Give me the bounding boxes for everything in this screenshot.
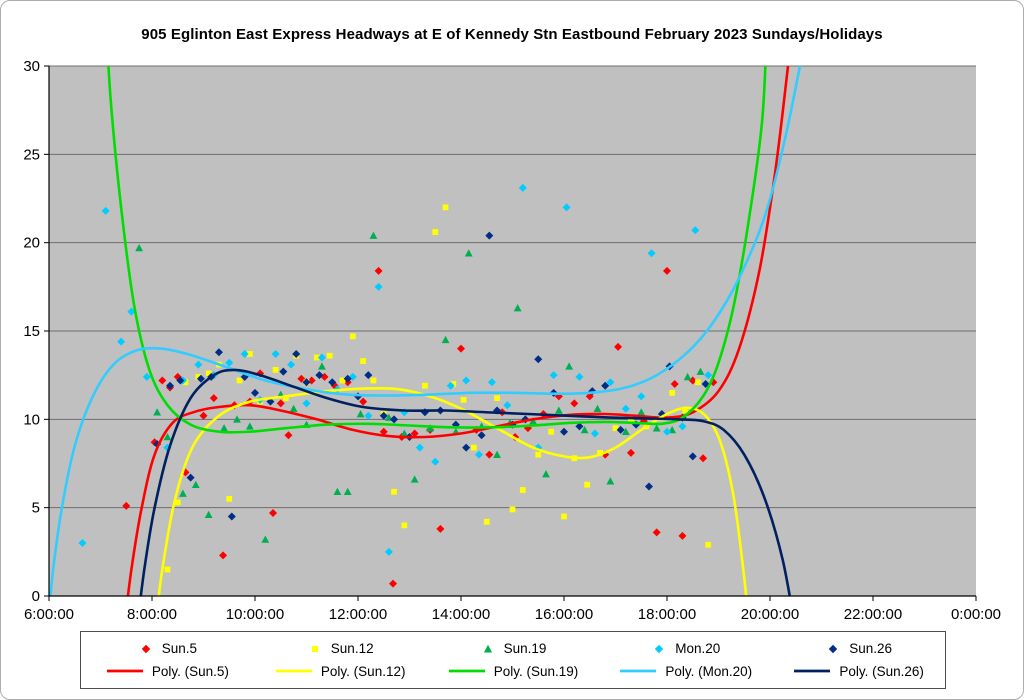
legend-item-Mon.20: Mon.20 — [599, 641, 772, 656]
triangle-marker-icon — [483, 644, 492, 653]
x-tick-label: 8:00:00 — [127, 606, 177, 623]
series-Mon.20 — [78, 183, 713, 556]
legend-label: Sun.19 — [503, 641, 547, 657]
legend-label: Sun.12 — [330, 641, 374, 657]
legend-label: Poly. (Mon.20) — [665, 663, 753, 679]
trendline-swatch-icon — [448, 669, 485, 673]
x-tick-label: 18:00:00 — [638, 606, 696, 623]
diamond-marker-icon — [141, 644, 150, 654]
legend-item-Poly. (Sun.12): Poly. (Sun.12) — [254, 664, 427, 679]
x-tick-label: 20:00:00 — [741, 606, 799, 623]
x-tick-label: 16:00:00 — [535, 606, 593, 623]
x-tick-label: 22:00:00 — [844, 606, 902, 623]
legend-item-Sun.19: Sun.19 — [427, 641, 600, 656]
legend-label: Sun.5 — [161, 641, 198, 657]
square-marker-icon — [311, 645, 318, 652]
trendline-swatch-icon — [275, 669, 312, 673]
trendline-Poly. (Sun.19) — [107, 66, 767, 434]
legend-label: Poly. (Sun.26) — [839, 663, 924, 679]
legend-label: Sun.26 — [849, 641, 892, 657]
legend-item-Poly. (Sun.5): Poly. (Sun.5) — [81, 664, 254, 679]
trendline-Poly. (Mon.20) — [49, 66, 802, 596]
diamond-marker-icon — [828, 644, 838, 654]
legend-item-Sun.5: Sun.5 — [81, 641, 254, 656]
legend-item-Poly. (Sun.19): Poly. (Sun.19) — [427, 664, 600, 679]
y-tick-label: 15 — [23, 323, 40, 340]
legend: Sun.5 Sun.12 Sun.19 Mon.20 Sun.26 Poly. (Sun… — [80, 631, 946, 689]
legend-label: Poly. (Sun.5) — [151, 663, 229, 679]
diamond-marker-icon — [655, 644, 664, 654]
y-tick-label: 10 — [23, 411, 40, 428]
trendline-swatch-icon — [794, 669, 831, 673]
x-tick-label: 6:00:00 — [24, 606, 74, 623]
y-tick-label: 5 — [32, 500, 40, 517]
legend-label: Mon.20 — [675, 641, 721, 657]
x-tick-label: 10:00:00 — [226, 606, 284, 623]
legend-label: Poly. (Sun.12) — [320, 663, 406, 679]
x-tick-label: 0:00:00 — [951, 606, 1001, 623]
trendline-Poly. (Sun.26) — [139, 368, 792, 596]
legend-row-trendlines: Poly. (Sun.5) Poly. (Sun.12) Poly. (Sun.19… — [81, 664, 945, 679]
legend-item-Poly. (Sun.26): Poly. (Sun.26) — [772, 664, 945, 679]
trendline-swatch-icon — [620, 669, 657, 673]
y-tick-label: 30 — [23, 58, 40, 75]
legend-item-Sun.12: Sun.12 — [254, 641, 427, 656]
chart-title: 905 Eglinton East Express Headways at E … — [141, 26, 883, 43]
x-tick-label: 14:00:00 — [432, 606, 490, 623]
y-tick-label: 25 — [23, 146, 40, 163]
x-tick-label: 12:00:00 — [329, 606, 387, 623]
legend-row-markers: Sun.5 Sun.12 Sun.19 Mon.20 Sun.26 — [81, 641, 945, 656]
legend-item-Poly. (Mon.20): Poly. (Mon.20) — [599, 664, 772, 679]
y-tick-label: 0 — [32, 588, 40, 605]
legend-item-Sun.26: Sun.26 — [772, 641, 945, 656]
y-tick-label: 20 — [23, 235, 40, 252]
legend-label: Poly. (Sun.19) — [493, 663, 579, 679]
plot-area: 0 5 10 15 20 25 30 6:00:00 8:00:00 10:00:00 12:00:… — [23, 58, 1001, 623]
trendline-swatch-icon — [106, 669, 143, 673]
series-Sun.19 — [135, 231, 705, 543]
